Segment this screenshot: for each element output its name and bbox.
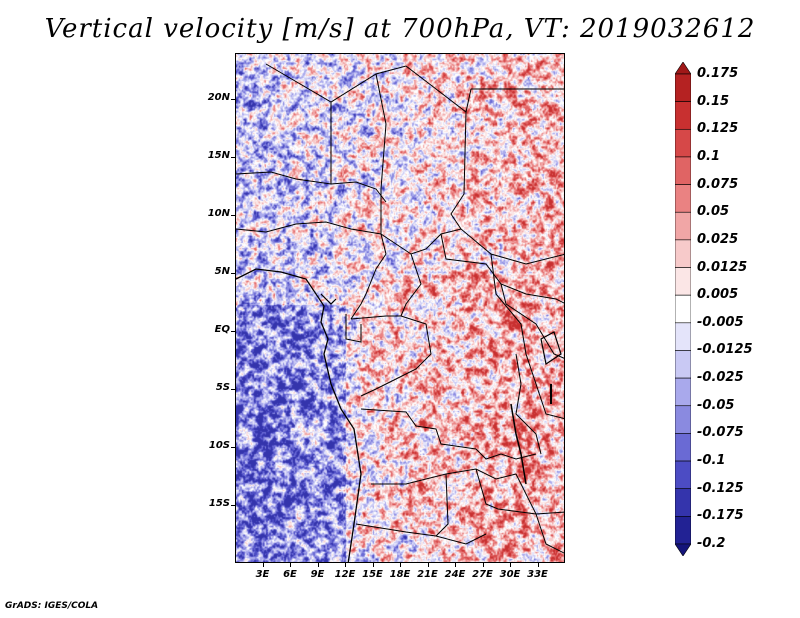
lon-tick — [400, 563, 401, 567]
colorbar-swatch — [675, 322, 691, 351]
lon-tick — [317, 563, 319, 567]
lon-label: 6E — [283, 569, 297, 580]
lon-label: 33E — [527, 569, 548, 580]
colorbar-swatch — [675, 516, 691, 545]
colorbar-swatch — [675, 350, 691, 379]
colorbar-label: 0.075 — [697, 176, 739, 192]
lon-label: 3E — [255, 569, 270, 580]
lon-label: 12E — [334, 569, 356, 580]
lat-label: 15S — [208, 498, 230, 510]
lon-tick — [510, 563, 511, 567]
country-borders — [236, 63, 564, 562]
colorbar-label: -0.175 — [697, 508, 744, 524]
colorbar-swatch — [675, 73, 691, 102]
lat-tick — [231, 215, 235, 217]
colorbar-label: 0.005 — [697, 287, 739, 303]
colorbar-label: 0.05 — [697, 204, 730, 220]
colorbar-swatch — [675, 460, 691, 490]
lon-label: 15E — [362, 569, 383, 580]
colorbar-swatch — [675, 294, 691, 324]
lat-label: 10N — [207, 208, 230, 220]
colorbar — [675, 62, 691, 556]
lat-tick — [231, 99, 235, 101]
colorbar-swatch — [675, 239, 691, 268]
colorbar-label: -0.05 — [697, 397, 735, 413]
lon-tick — [537, 563, 539, 567]
lon-label: 18E — [389, 569, 411, 580]
lat-tick — [231, 389, 235, 391]
colorbar-swatch — [675, 101, 691, 130]
lat-tick — [231, 505, 235, 507]
lon-tick — [427, 563, 429, 567]
colorbar-label: -0.025 — [697, 370, 744, 386]
lat-tick — [231, 157, 235, 159]
lat-tick — [231, 331, 235, 333]
map-panel — [235, 53, 565, 563]
lat-label: 10S — [208, 440, 230, 452]
lat-label: 5S — [215, 382, 230, 394]
colorbar-label: -0.005 — [697, 314, 744, 330]
lat-tick — [231, 273, 235, 275]
lon-label: 27E — [472, 569, 493, 580]
colorbar-label: -0.125 — [697, 480, 744, 496]
lon-label: 30E — [499, 569, 521, 580]
lat-tick — [231, 447, 235, 449]
footer-credit: GrADS: IGES/COLA — [5, 601, 99, 611]
lon-tick — [262, 563, 264, 567]
colorbar-swatch — [675, 267, 691, 296]
lon-label: 24E — [444, 569, 466, 580]
colorbar-swatch — [675, 211, 691, 241]
lon-label: 21E — [417, 569, 438, 580]
colorbar-label: -0.075 — [697, 425, 744, 441]
lon-tick — [455, 563, 456, 567]
colorbar-swatch — [675, 62, 691, 75]
velocity-field — [236, 54, 564, 562]
colorbar-swatch — [675, 156, 691, 185]
colorbar-swatch — [675, 433, 691, 462]
lon-tick — [345, 563, 346, 567]
colorbar-swatch — [675, 405, 691, 434]
colorbar-label: 0.175 — [697, 66, 739, 81]
colorbar-swatch — [675, 543, 691, 556]
colorbar-swatch — [675, 488, 691, 517]
colorbar-swatch — [675, 377, 691, 407]
colorbar-label: -0.0125 — [697, 342, 753, 358]
colorbar-label: -0.1 — [697, 453, 726, 469]
colorbar-label: 0.125 — [697, 121, 739, 137]
lat-label: 20N — [207, 92, 230, 104]
lat-label: EQ — [214, 324, 230, 336]
colorbar-label: 0.0125 — [697, 259, 748, 275]
lon-tick — [290, 563, 291, 567]
map-title: Vertical velocity [m/s] at 700hPa, VT: 2… — [44, 14, 756, 44]
colorbar-label: 0.1 — [697, 148, 721, 164]
colorbar-swatch — [675, 184, 691, 213]
colorbar-swatch — [675, 128, 691, 158]
colorbar-label: -0.2 — [697, 536, 726, 551]
lat-label: 15N — [207, 150, 230, 162]
colorbar-label: 0.15 — [697, 93, 730, 109]
lon-tick — [482, 563, 484, 567]
colorbar-label: 0.025 — [697, 231, 739, 247]
lat-label: 5N — [214, 266, 230, 278]
lon-label: 9E — [310, 569, 325, 580]
lon-tick — [372, 563, 374, 567]
